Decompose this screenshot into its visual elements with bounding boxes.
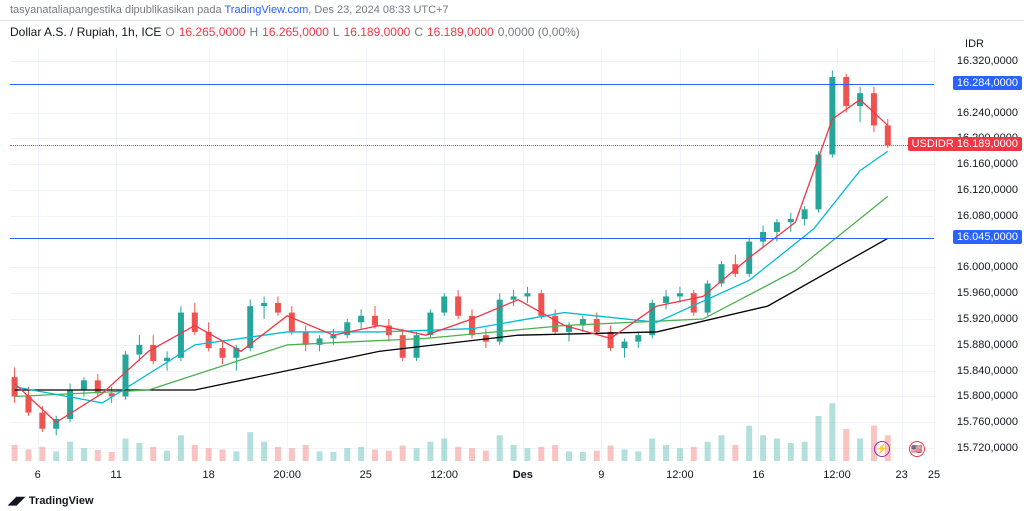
y-tick: 16.000,0000 — [957, 261, 1018, 273]
event-flag-icon[interactable]: 🇺🇸 — [909, 441, 925, 457]
symbol-name: Dollar A.S. / Rupiah, 1h, ICE — [10, 25, 161, 39]
x-tick: 6 — [35, 469, 41, 481]
price-badge: USDIDR 16.189,0000 — [908, 137, 1022, 151]
lightning-icon[interactable]: ⚡ — [874, 441, 890, 457]
chart-area[interactable]: ⚡ 🇺🇸 — [10, 48, 934, 461]
y-tick: 16.160,0000 — [957, 158, 1018, 170]
ohlc-bar: Dollar A.S. / Rupiah, 1h, ICE O16.265,00… — [0, 21, 1024, 43]
branding: ◢◤ TradingView — [8, 494, 94, 507]
x-axis: 6111820:002512:00Des912:001612:002325 — [10, 469, 934, 489]
ohlc-open: 16.265,0000 — [179, 25, 246, 39]
x-tick: 12:00 — [666, 469, 694, 481]
price-chart[interactable] — [10, 48, 934, 461]
publish-header: tasyanataliapangestika dipublikasikan pa… — [0, 0, 1024, 21]
y-tick: 15.880,0000 — [957, 339, 1018, 351]
y-tick: 16.320,0000 — [957, 55, 1018, 67]
x-tick: 12:00 — [823, 469, 851, 481]
ohlc-close: 16.189,0000 — [427, 25, 494, 39]
site-link[interactable]: TradingView.com — [224, 4, 308, 16]
y-tick: 15.960,0000 — [957, 287, 1018, 299]
y-tick: 15.840,0000 — [957, 365, 1018, 377]
y-axis: 16.320,000016.240,000016.200,000016.160,… — [936, 48, 1024, 461]
horizontal-line — [10, 145, 934, 146]
x-tick: 20:00 — [273, 469, 301, 481]
horizontal-line — [10, 238, 934, 239]
y-tick: 16.240,0000 — [957, 107, 1018, 119]
x-tick: 18 — [203, 469, 215, 481]
x-tick: 12:00 — [431, 469, 459, 481]
ohlc-high: 16.265,0000 — [262, 25, 329, 39]
y-tick: 16.120,0000 — [957, 184, 1018, 196]
y-tick: 15.760,0000 — [957, 416, 1018, 428]
x-tick: 23 — [896, 469, 908, 481]
y-tick: 15.720,0000 — [957, 442, 1018, 454]
y-tick: 16.080,0000 — [957, 210, 1018, 222]
ohlc-change: 0,0000 (0,00%) — [498, 25, 580, 39]
x-tick: 25 — [928, 469, 940, 481]
price-badge: 16.284,0000 — [953, 76, 1022, 90]
timestamp: Des 23, 2024 08:33 UTC+7 — [314, 4, 448, 16]
x-tick: 11 — [111, 469, 122, 481]
ohlc-low: 16.189,0000 — [344, 25, 411, 39]
x-tick: 25 — [360, 469, 372, 481]
x-tick: Des — [513, 469, 533, 481]
x-tick: 16 — [752, 469, 764, 481]
price-badge: 16.045,0000 — [953, 230, 1022, 244]
author: tasyanataliapangestika — [10, 4, 122, 16]
y-tick: 15.800,0000 — [957, 390, 1018, 402]
tv-logo-icon: ◢◤ — [8, 494, 25, 507]
horizontal-line — [10, 84, 934, 85]
x-tick: 9 — [598, 469, 604, 481]
y-tick: 15.920,0000 — [957, 313, 1018, 325]
